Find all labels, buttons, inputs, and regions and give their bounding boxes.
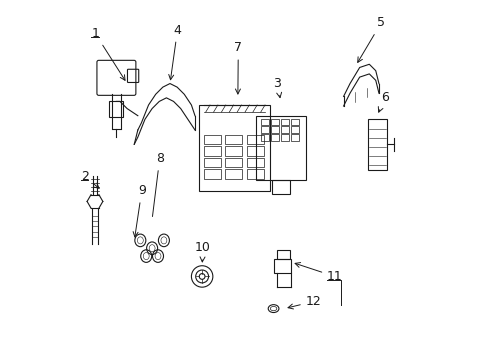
Bar: [247, 135, 264, 144]
Bar: [261, 134, 269, 141]
Bar: [272, 180, 290, 194]
Text: 1: 1: [92, 27, 125, 80]
Text: 3: 3: [273, 77, 282, 98]
Bar: [273, 258, 292, 273]
Text: 2: 2: [81, 170, 99, 188]
Bar: [277, 249, 290, 258]
Bar: [225, 169, 243, 179]
Bar: [204, 135, 221, 144]
Bar: [291, 134, 299, 141]
Bar: [281, 134, 289, 141]
Bar: [247, 147, 264, 156]
Bar: [271, 126, 279, 133]
Bar: [204, 158, 221, 167]
Bar: [247, 169, 264, 179]
Bar: [281, 126, 289, 133]
Text: 10: 10: [195, 242, 211, 262]
Bar: [109, 102, 123, 117]
Bar: [291, 118, 299, 125]
Bar: [256, 116, 306, 180]
Bar: [271, 134, 279, 141]
Text: 11: 11: [295, 262, 343, 283]
Text: 9: 9: [133, 184, 146, 237]
Text: 4: 4: [169, 23, 181, 80]
Text: 6: 6: [378, 91, 389, 112]
Bar: [198, 105, 270, 191]
Text: 12: 12: [288, 295, 321, 309]
Bar: [261, 126, 269, 133]
Text: 8: 8: [152, 152, 164, 216]
Bar: [204, 169, 221, 179]
Bar: [271, 118, 279, 125]
Bar: [225, 147, 243, 156]
Bar: [225, 135, 243, 144]
Bar: [204, 147, 221, 156]
Bar: [368, 118, 387, 170]
Bar: [261, 118, 269, 125]
Bar: [291, 126, 299, 133]
Text: 7: 7: [234, 41, 242, 94]
Bar: [247, 158, 264, 167]
Bar: [225, 158, 243, 167]
Text: 5: 5: [358, 17, 385, 62]
Bar: [281, 118, 289, 125]
